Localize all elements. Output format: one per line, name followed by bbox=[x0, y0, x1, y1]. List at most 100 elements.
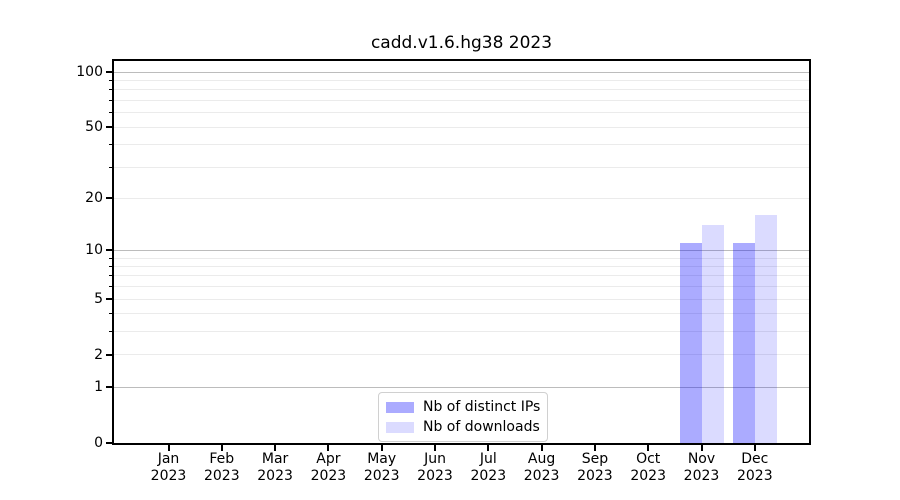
x-tick-label: Jul 2023 bbox=[456, 451, 520, 485]
y-minor-tick-mark bbox=[109, 286, 113, 288]
x-tick-mark bbox=[753, 445, 756, 451]
x-tick-label: Sep 2023 bbox=[563, 451, 627, 485]
y-tick-mark bbox=[106, 249, 113, 252]
y-minor-tick-mark bbox=[109, 313, 113, 315]
axis-spine-bottom bbox=[112, 443, 811, 445]
x-tick-mark bbox=[220, 445, 223, 451]
legend-label: Nb of distinct IPs bbox=[423, 399, 541, 415]
gridline-minor bbox=[114, 265, 810, 267]
gridline-minor bbox=[114, 166, 810, 168]
chart-title: cadd.v1.6.hg38 2023 bbox=[370, 33, 553, 53]
bar-nb-of-distinct-ips bbox=[732, 243, 755, 443]
x-tick-year: 2023 bbox=[363, 468, 400, 484]
gridline-minor bbox=[114, 313, 810, 315]
y-minor-tick-mark bbox=[109, 112, 113, 114]
x-tick-year: 2023 bbox=[523, 468, 560, 484]
x-tick-month: Oct bbox=[636, 451, 661, 467]
x-tick-year: 2023 bbox=[683, 468, 720, 484]
gridline-minor bbox=[114, 354, 810, 356]
y-tick-label: 10 bbox=[85, 242, 103, 259]
x-tick-month: Jul bbox=[479, 451, 497, 467]
x-tick-year: 2023 bbox=[736, 468, 773, 484]
y-tick-mark bbox=[106, 386, 113, 389]
x-tick-label: Dec 2023 bbox=[723, 451, 787, 485]
gridline-minor bbox=[114, 100, 810, 102]
y-tick-label: 0 bbox=[94, 435, 103, 451]
gridline-minor bbox=[114, 298, 810, 300]
legend-item: Nb of distinct IPs bbox=[386, 399, 541, 415]
y-tick-label: 100 bbox=[76, 64, 103, 81]
x-tick-label: Nov 2023 bbox=[670, 451, 734, 485]
x-tick-year: 2023 bbox=[470, 468, 507, 484]
gridline-minor bbox=[114, 144, 810, 146]
y-tick-mark bbox=[106, 298, 113, 301]
gridline-minor bbox=[114, 80, 810, 82]
y-tick-label: 50 bbox=[85, 119, 103, 136]
x-tick-label: Apr 2023 bbox=[296, 451, 360, 485]
bar-nb-of-downloads bbox=[754, 215, 777, 443]
x-tick-mark bbox=[647, 445, 650, 451]
y-minor-tick-mark bbox=[109, 166, 113, 168]
bar-nb-of-downloads bbox=[701, 225, 724, 443]
gridline-major bbox=[114, 249, 810, 251]
x-tick-year: 2023 bbox=[150, 468, 187, 484]
y-minor-tick-mark bbox=[109, 144, 113, 146]
x-tick-mark bbox=[434, 445, 436, 451]
bar-nb-of-distinct-ips bbox=[679, 243, 702, 443]
x-tick-month: Jan bbox=[157, 451, 180, 467]
x-tick-month: Sep bbox=[581, 451, 609, 467]
x-tick-mark bbox=[167, 445, 170, 451]
x-tick-label: Feb 2023 bbox=[190, 451, 254, 485]
x-tick-month: Nov bbox=[687, 451, 716, 467]
x-tick-mark bbox=[700, 445, 703, 451]
y-minor-tick-mark bbox=[109, 100, 113, 102]
x-tick-month: Feb bbox=[209, 451, 235, 467]
legend-label: Nb of downloads bbox=[423, 419, 540, 435]
gridline-minor bbox=[114, 89, 810, 91]
x-tick-mark bbox=[274, 445, 277, 451]
y-tick-mark bbox=[106, 126, 113, 129]
x-tick-label: May 2023 bbox=[350, 451, 414, 485]
y-tick-mark bbox=[106, 353, 113, 356]
x-tick-mark bbox=[487, 445, 490, 451]
x-tick-mark bbox=[327, 445, 330, 451]
x-tick-mark bbox=[593, 445, 596, 451]
x-tick-month: Mar bbox=[261, 451, 289, 467]
x-tick-mark bbox=[380, 445, 383, 451]
y-minor-tick-mark bbox=[109, 275, 113, 277]
gridline-minor bbox=[114, 197, 810, 199]
axis-spine-top bbox=[112, 59, 811, 61]
axis-spine-right bbox=[809, 59, 811, 445]
x-tick-label: Oct 2023 bbox=[616, 451, 680, 485]
y-tick-label: 1 bbox=[94, 379, 103, 396]
y-tick-label: 5 bbox=[94, 291, 103, 308]
gridline-major bbox=[114, 71, 810, 73]
legend-swatch bbox=[386, 421, 414, 433]
x-tick-mark bbox=[540, 445, 543, 451]
y-tick-label: 2 bbox=[94, 346, 103, 363]
legend: Nb of distinct IPs Nb of downloads bbox=[378, 392, 548, 442]
axis-spine-left bbox=[112, 59, 114, 445]
x-tick-label: Aug 2023 bbox=[510, 451, 574, 485]
gridline-minor bbox=[114, 275, 810, 277]
x-tick-month: May bbox=[367, 451, 397, 467]
legend-swatch bbox=[386, 401, 414, 413]
x-tick-year: 2023 bbox=[257, 468, 293, 484]
x-tick-month: Jun bbox=[424, 451, 446, 467]
gridline-minor bbox=[114, 286, 810, 288]
gridline-minor bbox=[114, 257, 810, 259]
x-tick-year: 2023 bbox=[577, 468, 613, 484]
x-tick-year: 2023 bbox=[630, 468, 666, 484]
gridline-minor bbox=[114, 126, 810, 128]
x-tick-label: Mar 2023 bbox=[243, 451, 307, 485]
x-tick-label: Jan 2023 bbox=[137, 451, 201, 485]
x-tick-month: Dec bbox=[741, 451, 769, 467]
y-tick-label: 20 bbox=[85, 190, 103, 207]
x-tick-month: Apr bbox=[316, 451, 341, 467]
x-tick-year: 2023 bbox=[417, 468, 453, 484]
x-tick-year: 2023 bbox=[310, 468, 347, 484]
gridline-major bbox=[114, 386, 810, 388]
